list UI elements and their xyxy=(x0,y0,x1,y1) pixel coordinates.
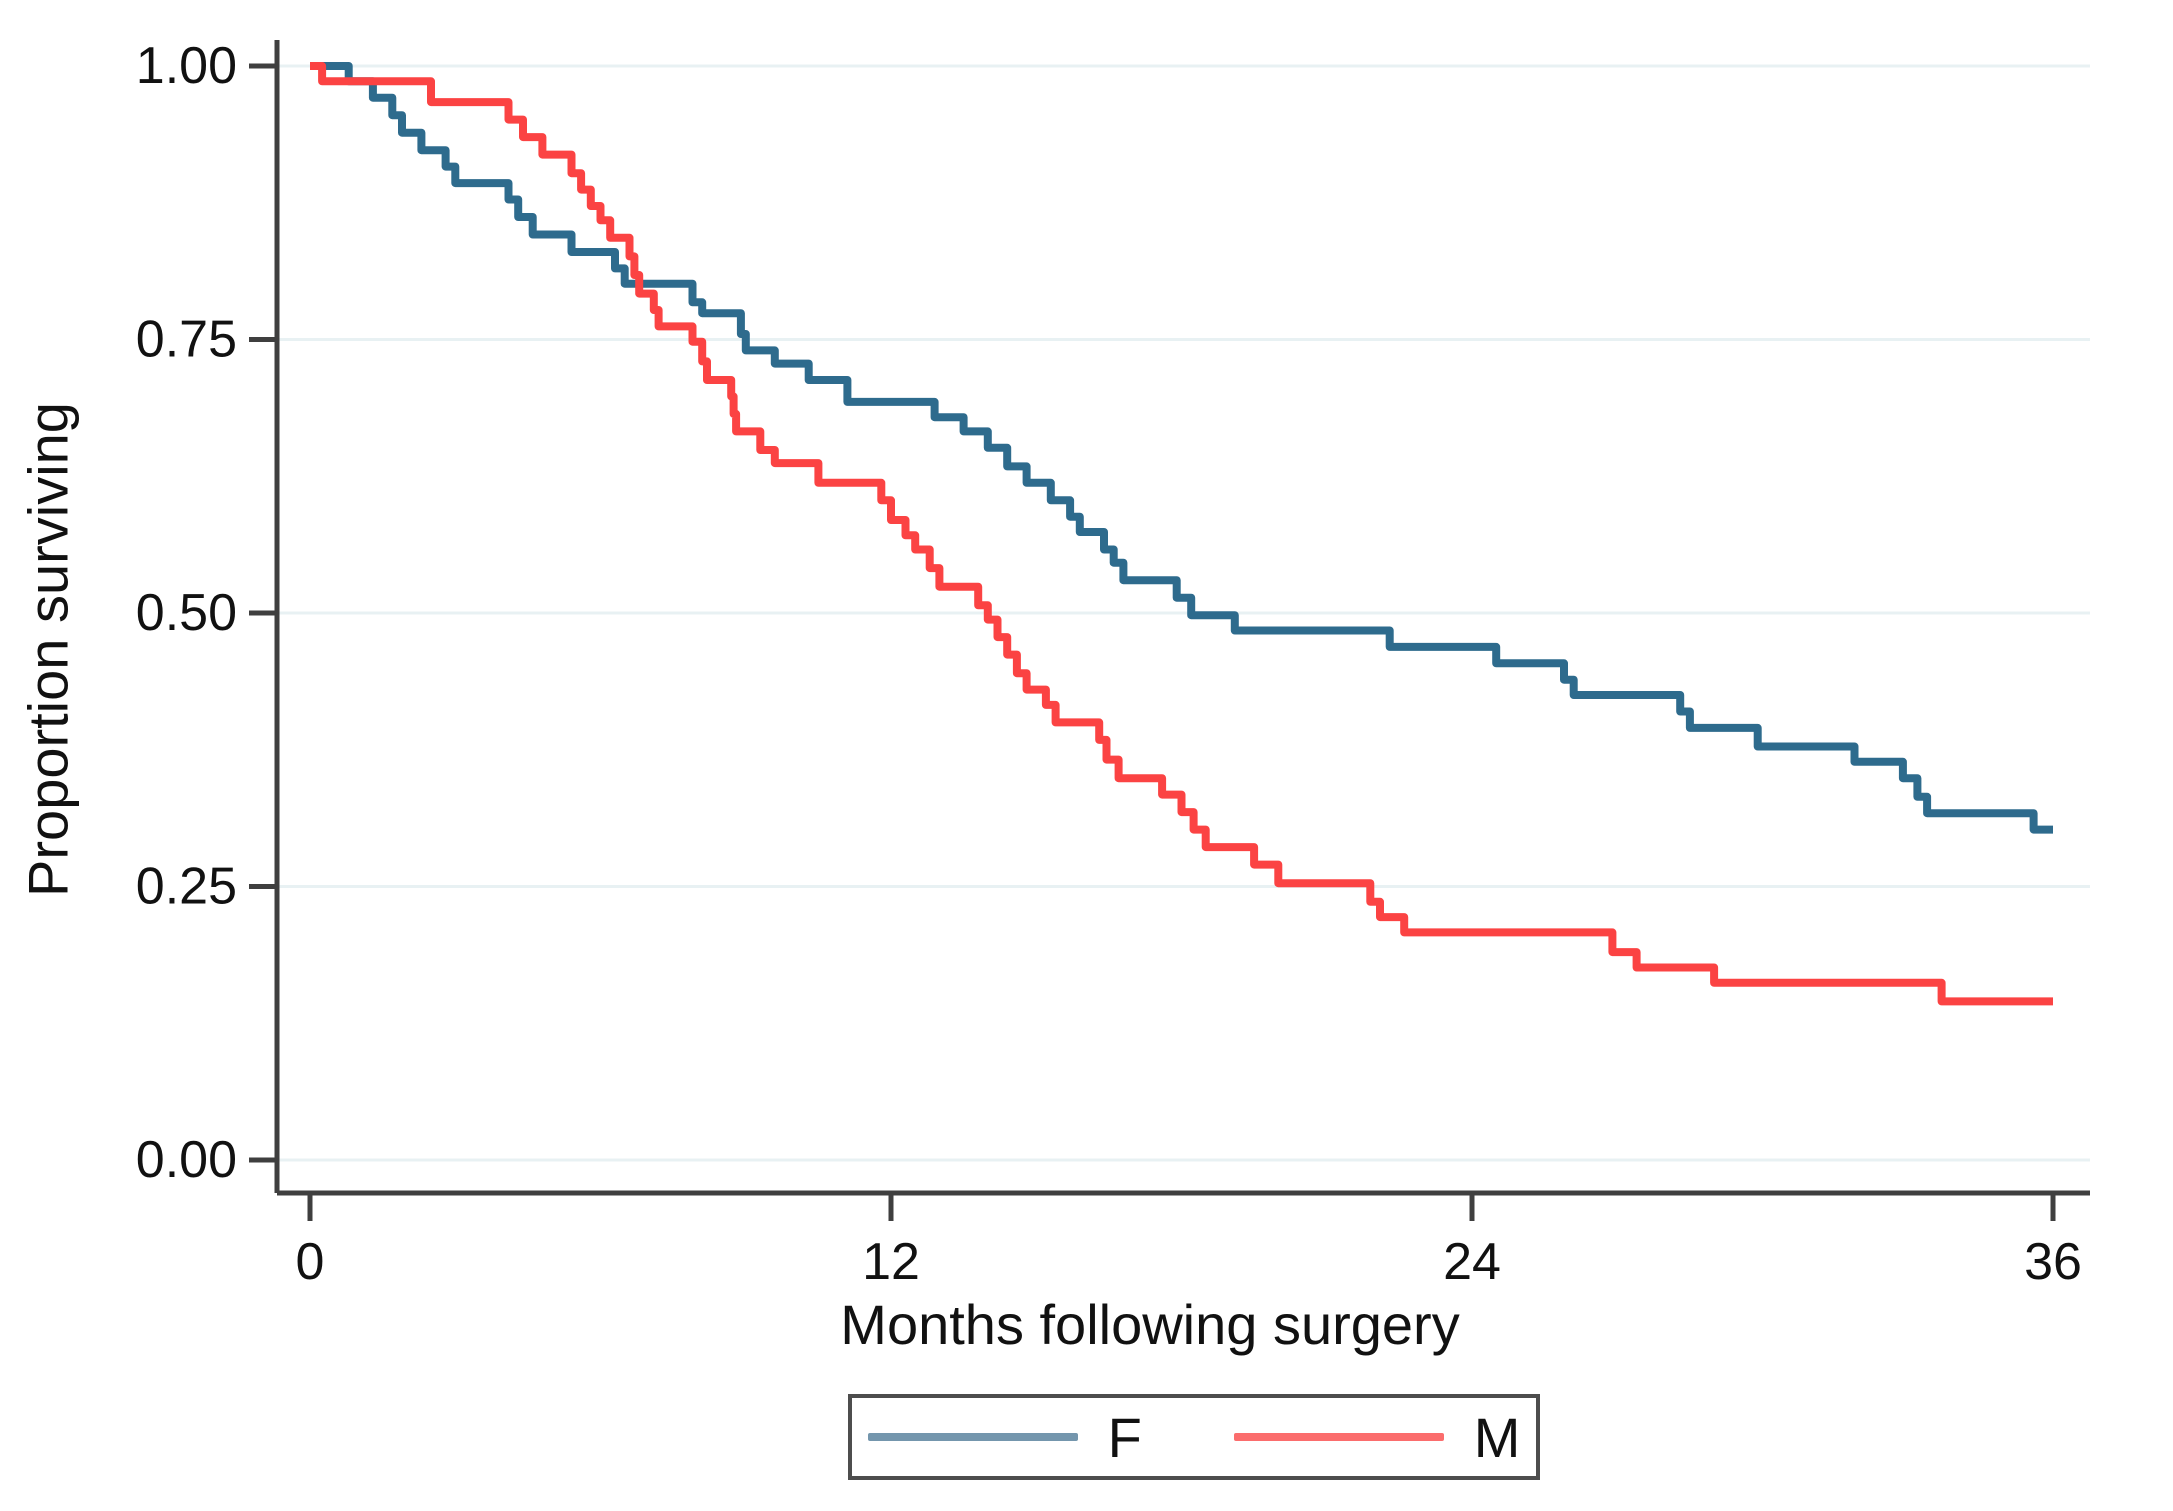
x-tick-label: 0 xyxy=(296,1233,325,1291)
legend-line-f-icon xyxy=(867,1433,1078,1441)
survival-curve-f xyxy=(310,62,2053,834)
y-tick-label: 0.25 xyxy=(136,858,237,916)
y-axis-title: Proportion surviving xyxy=(16,402,80,897)
x-axis-title: Months following surgery xyxy=(840,1293,1460,1356)
legend-entry-f: F xyxy=(867,1405,1142,1470)
y-tick-label: 0.50 xyxy=(136,584,237,642)
legend-label-m: M xyxy=(1473,1405,1521,1469)
x-tick-label: 12 xyxy=(862,1233,920,1291)
x-tick-label: 24 xyxy=(1443,1233,1501,1291)
x-tick-label: 36 xyxy=(2024,1233,2082,1291)
y-tick-label: 0.75 xyxy=(136,311,237,369)
survival-curve-m xyxy=(310,62,2053,1006)
legend-entry-m: M xyxy=(1233,1405,1521,1470)
y-tick-label: 0.00 xyxy=(136,1131,237,1189)
legend-line-m-icon xyxy=(1233,1433,1444,1441)
y-tick-label: 1.00 xyxy=(136,37,237,95)
legend-label-f: F xyxy=(1107,1405,1142,1469)
legend: F M xyxy=(848,1394,1540,1480)
